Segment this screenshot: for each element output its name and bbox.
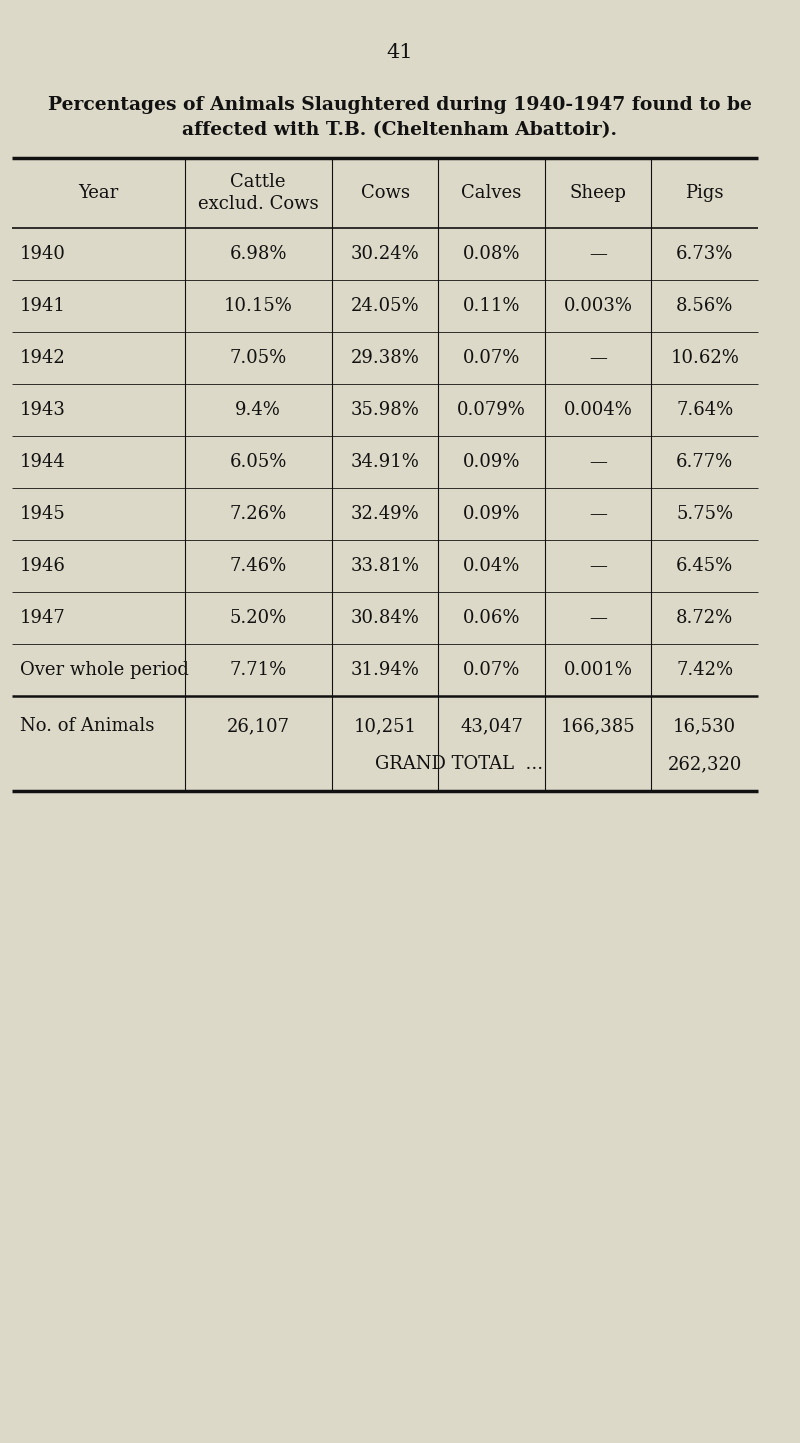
Text: 1945: 1945 <box>20 505 66 522</box>
Text: 30.84%: 30.84% <box>350 609 419 628</box>
Text: —: — <box>590 453 607 470</box>
Text: 24.05%: 24.05% <box>350 297 419 315</box>
Text: —: — <box>590 505 607 522</box>
Text: 0.09%: 0.09% <box>463 453 520 470</box>
Text: 5.75%: 5.75% <box>676 505 734 522</box>
Text: 10,251: 10,251 <box>354 717 417 736</box>
Text: —: — <box>590 557 607 574</box>
Text: 35.98%: 35.98% <box>350 401 419 418</box>
Text: 0.003%: 0.003% <box>564 297 633 315</box>
Text: 9.4%: 9.4% <box>235 401 281 418</box>
Text: 1942: 1942 <box>20 349 66 367</box>
Text: 6.98%: 6.98% <box>230 245 287 263</box>
Text: 0.079%: 0.079% <box>457 401 526 418</box>
Text: Cows: Cows <box>361 185 410 202</box>
Text: 31.94%: 31.94% <box>350 661 419 680</box>
Text: 10.15%: 10.15% <box>224 297 293 315</box>
Text: 1944: 1944 <box>20 453 66 470</box>
Text: 7.64%: 7.64% <box>676 401 734 418</box>
Text: 32.49%: 32.49% <box>350 505 419 522</box>
Text: affected with T.B. (Cheltenham Abattoir).: affected with T.B. (Cheltenham Abattoir)… <box>182 121 618 139</box>
Text: 8.72%: 8.72% <box>676 609 734 628</box>
Text: —: — <box>590 245 607 263</box>
Text: 6.77%: 6.77% <box>676 453 734 470</box>
Text: 7.46%: 7.46% <box>230 557 286 574</box>
Text: 1946: 1946 <box>20 557 66 574</box>
Text: 6.45%: 6.45% <box>676 557 734 574</box>
Text: Cattle
exclud. Cows: Cattle exclud. Cows <box>198 173 318 214</box>
Text: 29.38%: 29.38% <box>350 349 419 367</box>
Text: 0.06%: 0.06% <box>463 609 520 628</box>
Text: 0.04%: 0.04% <box>463 557 520 574</box>
Text: 1940: 1940 <box>20 245 66 263</box>
Text: 7.26%: 7.26% <box>230 505 286 522</box>
Text: 0.08%: 0.08% <box>463 245 520 263</box>
Text: 0.004%: 0.004% <box>564 401 633 418</box>
Text: Sheep: Sheep <box>570 185 626 202</box>
Text: 0.11%: 0.11% <box>463 297 520 315</box>
Text: 0.07%: 0.07% <box>463 349 520 367</box>
Text: 16,530: 16,530 <box>673 717 736 736</box>
Text: 33.81%: 33.81% <box>350 557 419 574</box>
Text: Percentages of Animals Slaughtered during 1940-1947 found to be: Percentages of Animals Slaughtered durin… <box>48 97 752 114</box>
Text: Over whole period: Over whole period <box>20 661 189 680</box>
Text: 7.42%: 7.42% <box>676 661 734 680</box>
Text: 1943: 1943 <box>20 401 66 418</box>
Text: 6.73%: 6.73% <box>676 245 734 263</box>
Text: 0.001%: 0.001% <box>564 661 633 680</box>
Text: 262,320: 262,320 <box>667 755 742 773</box>
Text: Year: Year <box>78 185 118 202</box>
Text: 0.07%: 0.07% <box>463 661 520 680</box>
Text: 7.05%: 7.05% <box>230 349 286 367</box>
Text: 34.91%: 34.91% <box>350 453 419 470</box>
Text: Pigs: Pigs <box>686 185 724 202</box>
Text: 5.20%: 5.20% <box>230 609 286 628</box>
Text: 1947: 1947 <box>20 609 66 628</box>
Text: 1941: 1941 <box>20 297 66 315</box>
Text: No. of Animals: No. of Animals <box>20 717 154 736</box>
Text: 166,385: 166,385 <box>561 717 635 736</box>
Text: 41: 41 <box>386 42 414 62</box>
Text: 43,047: 43,047 <box>460 717 523 736</box>
Text: Calves: Calves <box>462 185 522 202</box>
Text: 7.71%: 7.71% <box>230 661 286 680</box>
Text: 8.56%: 8.56% <box>676 297 734 315</box>
Text: GRAND TOTAL  ...: GRAND TOTAL ... <box>375 755 543 773</box>
Text: 0.09%: 0.09% <box>463 505 520 522</box>
Text: 10.62%: 10.62% <box>670 349 739 367</box>
Text: 6.05%: 6.05% <box>230 453 287 470</box>
Text: —: — <box>590 349 607 367</box>
Text: 30.24%: 30.24% <box>350 245 419 263</box>
Text: 26,107: 26,107 <box>226 717 290 736</box>
Text: —: — <box>590 609 607 628</box>
